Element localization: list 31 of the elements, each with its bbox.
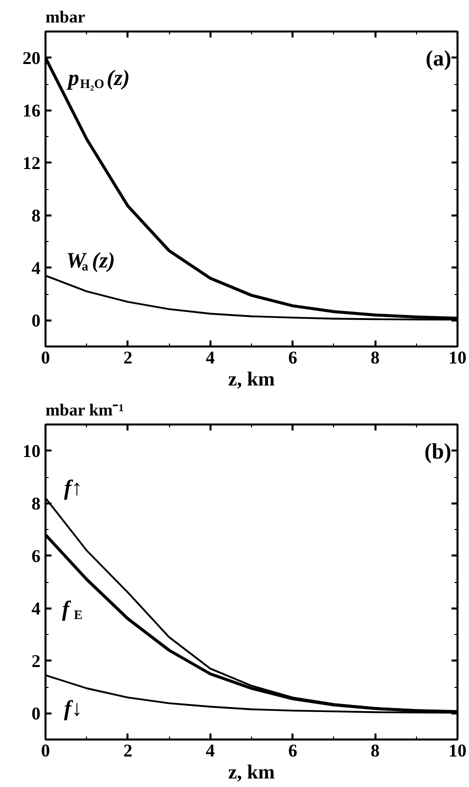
- x-tick-label: 2: [123, 740, 132, 760]
- y-tick-label: 20: [22, 48, 40, 68]
- y-tick-label: 10: [22, 440, 40, 461]
- x-tick-label: 6: [288, 348, 298, 368]
- y-tick-label: 4: [32, 258, 40, 278]
- x-tick-label: 10: [448, 740, 466, 760]
- y-tick-label: 0: [32, 310, 40, 330]
- y-tick-label: 8: [32, 493, 40, 514]
- legend-label: f↑: [64, 475, 82, 500]
- y-tick-label: 0: [32, 703, 40, 724]
- legend-label: fE: [62, 596, 83, 622]
- y-axis-title: mbar km⁻¹: [46, 400, 124, 420]
- x-tick-label: 4: [206, 740, 215, 760]
- y-tick-label: 4: [32, 598, 40, 618]
- y-tick-label: 12: [22, 152, 40, 173]
- x-tick-label: 8: [370, 740, 380, 760]
- annotation: (a): [426, 45, 452, 70]
- x-tick-label: 8: [370, 348, 380, 368]
- x-tick-label: 10: [448, 348, 466, 368]
- x-tick-label: 2: [123, 348, 132, 368]
- y-tick-label: 6: [32, 546, 40, 566]
- x-tick-label: 6: [288, 740, 298, 760]
- legend-label: f↓: [64, 696, 82, 720]
- y-axis-title: mbar: [46, 8, 86, 26]
- x-tick-label: 4: [206, 348, 215, 368]
- annotation: (b): [424, 438, 452, 464]
- y-tick-label: 8: [32, 205, 40, 226]
- x-axis-title: z, km: [228, 762, 276, 784]
- y-tick-label: 2: [32, 650, 40, 671]
- y-tick-label: 16: [22, 100, 40, 120]
- x-axis-title: z, km: [228, 368, 276, 390]
